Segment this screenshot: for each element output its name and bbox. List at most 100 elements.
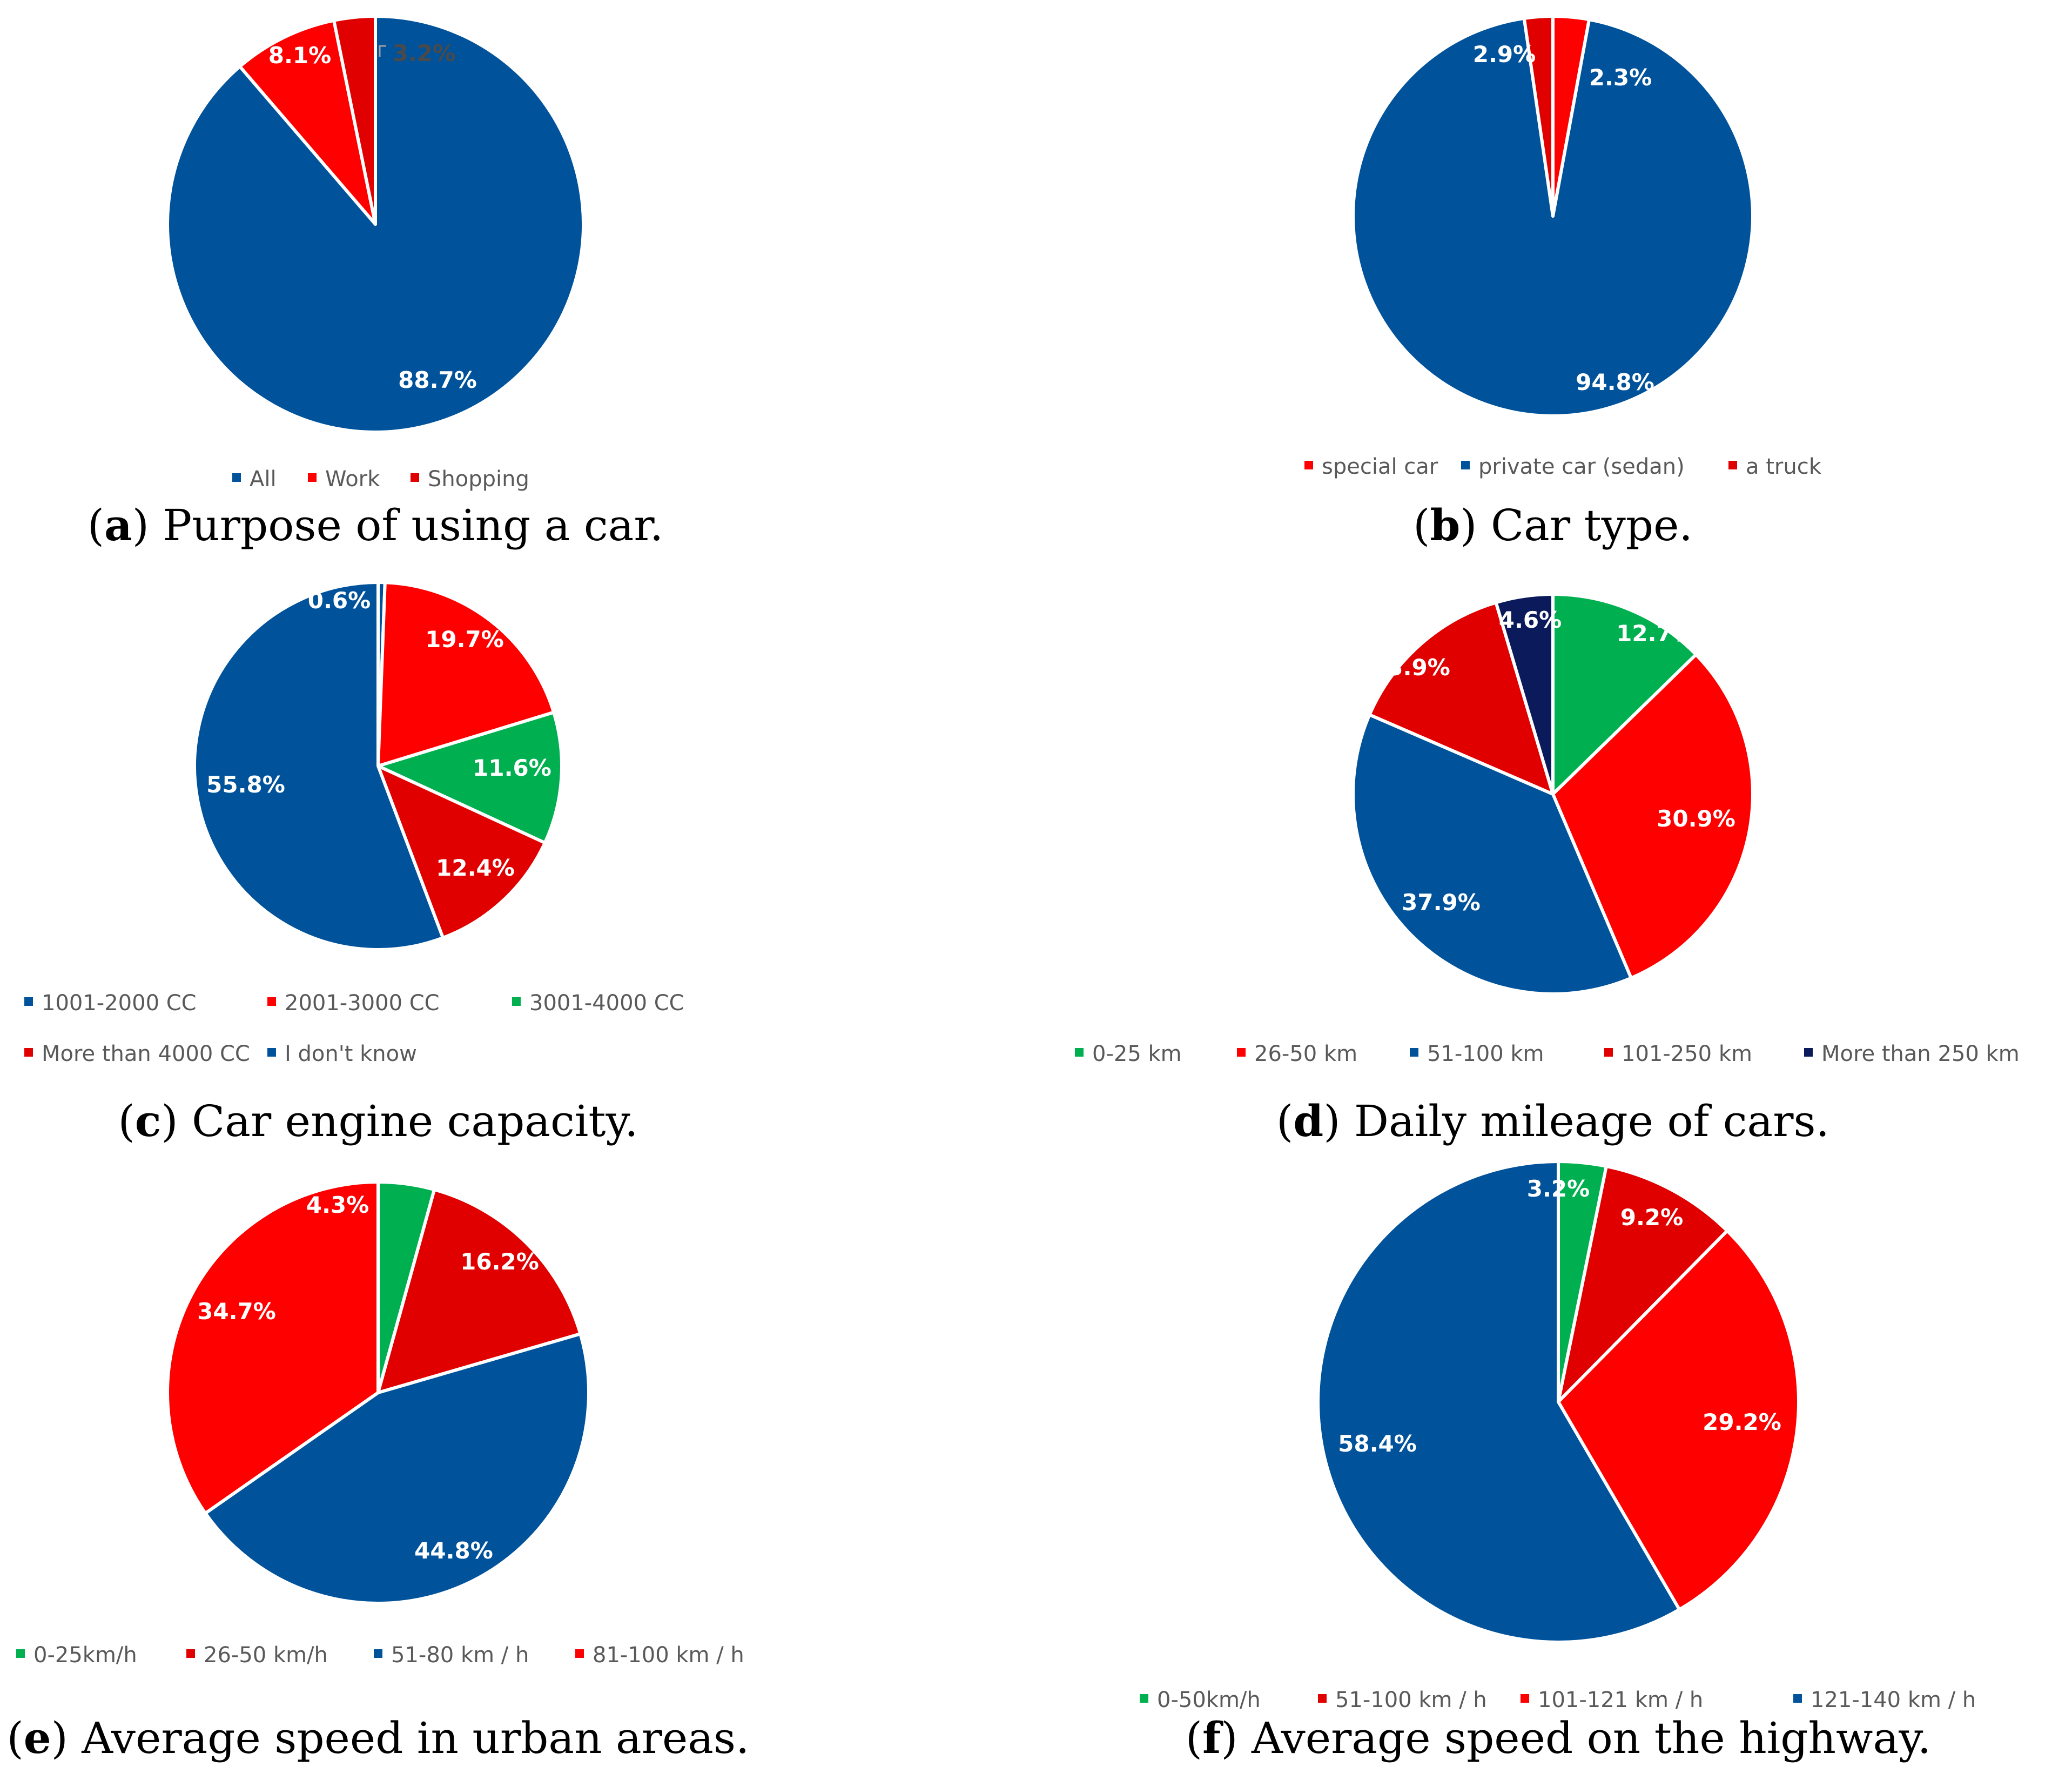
legend-label-f-1: 51-100 km / h bbox=[1335, 1688, 1487, 1712]
caption-text-e: Average speed in urban areas. bbox=[81, 1713, 749, 1763]
slice-c-3 bbox=[376, 764, 547, 940]
caption-text-c: Car engine capacity. bbox=[192, 1096, 638, 1146]
legend-swatch-c-4 bbox=[267, 1048, 276, 1057]
slice-d-3 bbox=[1368, 601, 1555, 796]
legend-swatch-c-0 bbox=[24, 997, 33, 1006]
slice-f-2 bbox=[1557, 1229, 1800, 1611]
caption-f: (f) Average speed on the highway. bbox=[1186, 1712, 1931, 1763]
data-label-a-0: 88.7% bbox=[398, 367, 477, 393]
caption-letter-d: d bbox=[1293, 1096, 1323, 1146]
legend-label-c-0: 1001-2000 CC bbox=[42, 991, 197, 1016]
data-label-b-2: 2.3% bbox=[1589, 64, 1652, 91]
data-label-a-2: 3.2% bbox=[393, 40, 455, 66]
legend-label-f-0: 0-50km/h bbox=[1157, 1688, 1261, 1712]
legend-label-b-0: special car bbox=[1322, 454, 1438, 479]
legend-label-d-4: More than 250 km bbox=[1821, 1042, 2020, 1066]
legend-swatch-d-2 bbox=[1410, 1048, 1418, 1057]
legend-swatch-e-3 bbox=[575, 1649, 584, 1658]
slice-e-1 bbox=[376, 1188, 582, 1394]
legend-swatch-a-1 bbox=[308, 473, 317, 482]
data-label-f-2: 29.2% bbox=[1703, 1409, 1781, 1435]
legend-label-c-2: 3001-4000 CC bbox=[529, 991, 684, 1016]
caption-c: (c) Car engine capacity. bbox=[118, 1096, 638, 1146]
legend-swatch-f-2 bbox=[1521, 1694, 1529, 1703]
legend-label-d-0: 0-25 km bbox=[1092, 1042, 1182, 1066]
legend-label-c-4: I don't know bbox=[285, 1042, 417, 1066]
legend-swatch-c-3 bbox=[24, 1048, 33, 1057]
caption-text-b: Car type. bbox=[1491, 500, 1693, 550]
slice-b-2 bbox=[1522, 15, 1555, 218]
data-label-f-1: 9.2% bbox=[1620, 1204, 1683, 1231]
slice-c-1 bbox=[376, 581, 556, 768]
caption-text-d: Daily mileage of cars. bbox=[1354, 1096, 1829, 1146]
legend-label-e-3: 81-100 km / h bbox=[593, 1643, 744, 1668]
data-label-c-4: 55.8% bbox=[206, 771, 285, 798]
legend-swatch-c-2 bbox=[512, 997, 521, 1006]
slice-c-2 bbox=[376, 710, 564, 845]
caption-letter-b: b bbox=[1430, 500, 1460, 550]
data-label-e-0: 4.3% bbox=[306, 1192, 369, 1218]
legend-swatch-d-4 bbox=[1804, 1048, 1813, 1057]
caption-b: (b) Car type. bbox=[1413, 500, 1693, 550]
legend-label-e-2: 51-80 km / h bbox=[391, 1643, 529, 1668]
data-label-d-0: 12.7% bbox=[1616, 620, 1695, 647]
slice-f-3 bbox=[1316, 1160, 1681, 1644]
legend-label-e-0: 0-25km/h bbox=[33, 1643, 137, 1668]
legend-label-b-2: a truck bbox=[1746, 454, 1822, 479]
slice-d-0 bbox=[1551, 593, 1698, 796]
slice-f-1 bbox=[1557, 1164, 1729, 1403]
data-label-d-3: 13.9% bbox=[1371, 654, 1450, 681]
data-label-f-3: 58.4% bbox=[1338, 1430, 1417, 1457]
caption-text-f: Average speed on the highway. bbox=[1251, 1713, 1931, 1763]
legend-swatch-d-1 bbox=[1237, 1048, 1246, 1057]
legend-label-a-2: Shopping bbox=[428, 467, 529, 492]
legend-label-c-3: More than 4000 CC bbox=[42, 1042, 250, 1066]
data-label-b-1: 94.8% bbox=[1576, 369, 1654, 395]
legend-label-a-1: Work bbox=[325, 467, 380, 492]
legend-swatch-e-0 bbox=[16, 1649, 25, 1658]
data-label-c-3: 12.4% bbox=[436, 855, 515, 881]
pie-chart-c: 0.6% 19.7% 11.6% 12.4% 55.8% 1001-2000 CC 2001… bbox=[24, 580, 684, 1146]
legend-swatch-b-2 bbox=[1728, 461, 1737, 469]
caption-letter-a: a bbox=[104, 500, 132, 550]
label-leader-a-2 bbox=[379, 45, 386, 57]
pie-chart-d: 12.7% 30.9% 37.9% 13.9% 4.6% 0-25 km 26-50 km 5… bbox=[1075, 593, 2020, 1146]
legend-swatch-d-0 bbox=[1075, 1048, 1084, 1057]
legend-label-f-3: 121-140 km / h bbox=[1811, 1688, 1976, 1712]
pie-chart-f: 3.2% 9.2% 29.2% 58.4% 0-50km/h 51-100 km / h 1… bbox=[1140, 1160, 1976, 1763]
data-label-d-4: 4.6% bbox=[1499, 607, 1562, 633]
caption-letter-f: f bbox=[1202, 1712, 1223, 1763]
data-label-c-2: 11.6% bbox=[473, 755, 551, 781]
data-label-e-1: 16.2% bbox=[460, 1248, 539, 1275]
data-label-a-1: 8.1% bbox=[268, 42, 331, 69]
slice-c-4 bbox=[192, 581, 445, 951]
legend-label-b-1: private car (sedan) bbox=[1478, 454, 1685, 479]
data-label-b-0: 2.9% bbox=[1473, 41, 1536, 68]
legend-swatch-b-1 bbox=[1461, 461, 1470, 469]
slice-d-1 bbox=[1551, 653, 1755, 980]
slice-d-4 bbox=[1494, 593, 1555, 796]
legend-label-f-2: 101-121 km / h bbox=[1538, 1688, 1703, 1712]
pie-chart-b: 2.9% 94.8% 2.3% special car private car (sed… bbox=[1304, 15, 1822, 550]
caption-letter-e: e bbox=[24, 1712, 51, 1763]
legend-label-c-1: 2001-3000 CC bbox=[285, 991, 440, 1016]
data-label-d-1: 30.9% bbox=[1657, 805, 1735, 832]
legend-swatch-b-0 bbox=[1304, 461, 1313, 469]
slice-e-3 bbox=[166, 1180, 380, 1515]
slice-a-2 bbox=[332, 15, 377, 226]
data-label-e-3: 34.7% bbox=[197, 1298, 276, 1325]
slice-d-2 bbox=[1351, 713, 1633, 996]
caption-letter-c: c bbox=[135, 1096, 162, 1146]
caption-text-a: Purpose of using a car. bbox=[163, 500, 663, 550]
caption-d: (d) Daily mileage of cars. bbox=[1276, 1096, 1829, 1146]
legend-label-e-1: 26-50 km/h bbox=[204, 1643, 328, 1668]
caption-e: (e) Average speed in urban areas. bbox=[7, 1712, 750, 1763]
slice-e-2 bbox=[204, 1332, 590, 1605]
legend-label-d-3: 101-250 km bbox=[1622, 1042, 1752, 1066]
pie-chart-a: 88.7% 8.1% 3.2% All Work Shopping (a) Purpose … bbox=[88, 15, 664, 550]
data-label-c-1: 19.7% bbox=[425, 626, 504, 653]
data-label-e-2: 44.8% bbox=[414, 1537, 493, 1564]
legend-label-d-1: 26-50 km bbox=[1254, 1042, 1357, 1066]
caption-a: (a) Purpose of using a car. bbox=[88, 500, 664, 550]
